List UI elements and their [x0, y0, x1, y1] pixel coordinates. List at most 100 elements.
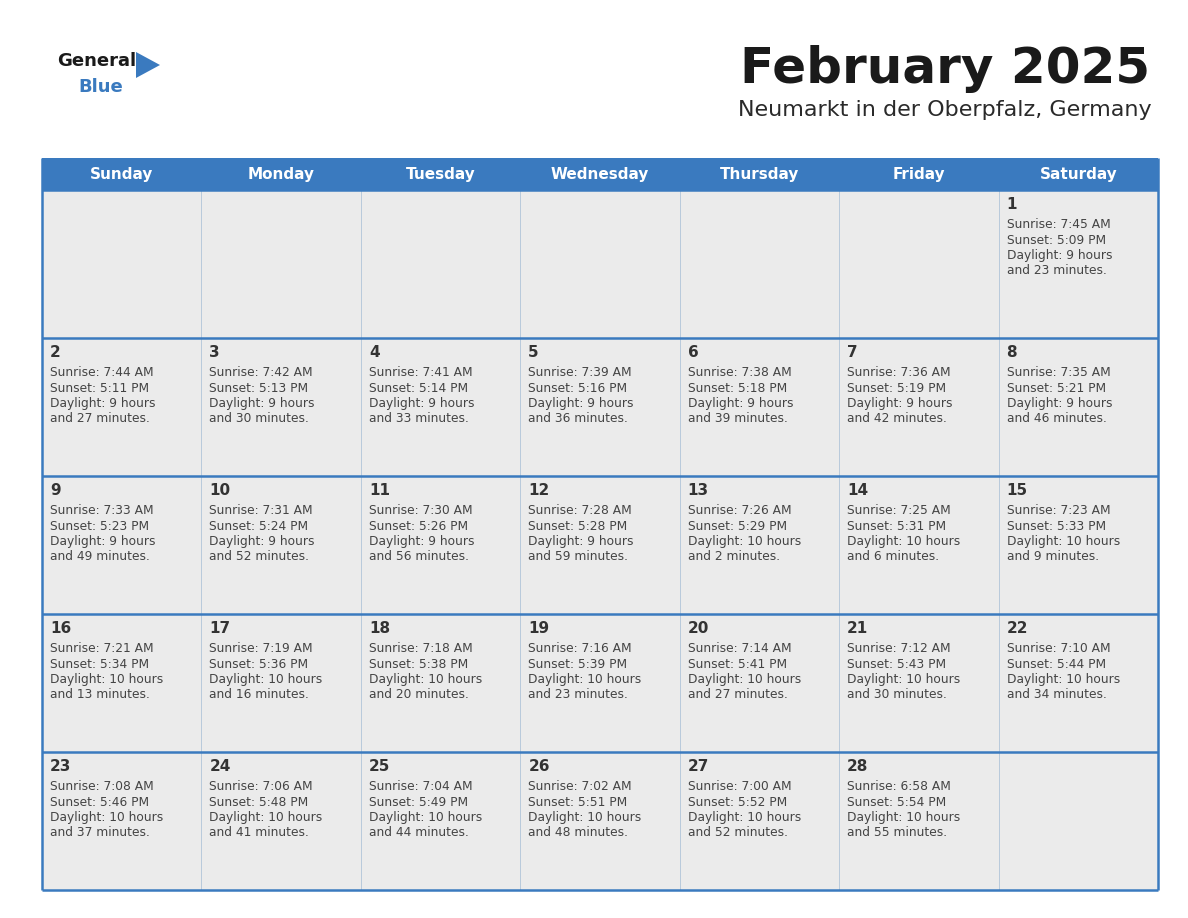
Bar [202, 614, 361, 752]
Text: Sunrise: 7:16 AM: Sunrise: 7:16 AM [529, 642, 632, 655]
Text: Sunset: 5:09 PM: Sunset: 5:09 PM [1006, 233, 1106, 247]
Text: 9: 9 [50, 483, 61, 498]
Text: Daylight: 9 hours: Daylight: 9 hours [368, 535, 474, 548]
Text: Sunset: 5:29 PM: Sunset: 5:29 PM [688, 520, 786, 532]
Text: 16: 16 [50, 621, 71, 636]
Bar [42, 476, 202, 614]
Bar [839, 338, 999, 476]
Text: Sunrise: 7:28 AM: Sunrise: 7:28 AM [529, 504, 632, 517]
Text: and 52 minutes.: and 52 minutes. [209, 551, 309, 564]
Text: Daylight: 10 hours: Daylight: 10 hours [1006, 673, 1120, 686]
Bar [680, 476, 839, 614]
Text: Daylight: 10 hours: Daylight: 10 hours [529, 811, 642, 824]
Bar [361, 614, 520, 752]
Bar [999, 338, 1158, 476]
Text: Sunset: 5:26 PM: Sunset: 5:26 PM [368, 520, 468, 532]
Bar [520, 338, 680, 476]
Text: Saturday: Saturday [1040, 166, 1117, 182]
Text: and 30 minutes.: and 30 minutes. [847, 688, 947, 701]
Text: and 30 minutes.: and 30 minutes. [209, 412, 309, 426]
Text: 8: 8 [1006, 345, 1017, 360]
Text: Sunset: 5:46 PM: Sunset: 5:46 PM [50, 796, 150, 809]
Text: Sunrise: 7:14 AM: Sunrise: 7:14 AM [688, 642, 791, 655]
Text: February 2025: February 2025 [740, 45, 1150, 93]
Text: Daylight: 10 hours: Daylight: 10 hours [847, 811, 960, 824]
Bar [202, 752, 361, 890]
Bar [680, 190, 839, 338]
Bar [42, 752, 202, 890]
Text: Thursday: Thursday [720, 166, 800, 182]
Text: Friday: Friday [892, 166, 946, 182]
Text: Sunset: 5:48 PM: Sunset: 5:48 PM [209, 796, 309, 809]
Text: 17: 17 [209, 621, 230, 636]
Text: Sunrise: 7:31 AM: Sunrise: 7:31 AM [209, 504, 314, 517]
Bar [361, 190, 520, 338]
Text: Monday: Monday [247, 166, 315, 182]
Text: Sunset: 5:14 PM: Sunset: 5:14 PM [368, 382, 468, 395]
Text: Sunset: 5:41 PM: Sunset: 5:41 PM [688, 657, 786, 670]
Text: and 52 minutes.: and 52 minutes. [688, 826, 788, 839]
Text: Daylight: 10 hours: Daylight: 10 hours [847, 673, 960, 686]
Bar [202, 338, 361, 476]
Bar [839, 476, 999, 614]
Text: and 34 minutes.: and 34 minutes. [1006, 688, 1106, 701]
Text: Daylight: 9 hours: Daylight: 9 hours [1006, 249, 1112, 262]
Text: and 37 minutes.: and 37 minutes. [50, 826, 150, 839]
Text: Daylight: 9 hours: Daylight: 9 hours [688, 397, 794, 410]
Text: 15: 15 [1006, 483, 1028, 498]
Text: Sunrise: 7:25 AM: Sunrise: 7:25 AM [847, 504, 950, 517]
Bar [999, 614, 1158, 752]
Text: and 41 minutes.: and 41 minutes. [209, 826, 309, 839]
Polygon shape [135, 52, 160, 78]
Bar [999, 476, 1158, 614]
Text: Sunrise: 7:23 AM: Sunrise: 7:23 AM [1006, 504, 1111, 517]
Text: and 13 minutes.: and 13 minutes. [50, 688, 150, 701]
Bar [839, 752, 999, 890]
Text: 6: 6 [688, 345, 699, 360]
Text: Daylight: 10 hours: Daylight: 10 hours [688, 811, 801, 824]
Text: Sunset: 5:43 PM: Sunset: 5:43 PM [847, 657, 947, 670]
Text: General: General [57, 52, 137, 70]
Text: Daylight: 10 hours: Daylight: 10 hours [368, 673, 482, 686]
Text: and 49 minutes.: and 49 minutes. [50, 551, 150, 564]
Text: Sunrise: 7:18 AM: Sunrise: 7:18 AM [368, 642, 473, 655]
Text: Tuesday: Tuesday [405, 166, 475, 182]
Text: and 20 minutes.: and 20 minutes. [368, 688, 469, 701]
Text: 3: 3 [209, 345, 220, 360]
Text: 14: 14 [847, 483, 868, 498]
Text: and 27 minutes.: and 27 minutes. [688, 688, 788, 701]
Bar [680, 614, 839, 752]
Text: Daylight: 10 hours: Daylight: 10 hours [847, 535, 960, 548]
Text: Sunset: 5:13 PM: Sunset: 5:13 PM [209, 382, 309, 395]
Text: Daylight: 10 hours: Daylight: 10 hours [368, 811, 482, 824]
Text: Sunset: 5:51 PM: Sunset: 5:51 PM [529, 796, 627, 809]
Bar [680, 752, 839, 890]
Text: 26: 26 [529, 759, 550, 774]
Text: 12: 12 [529, 483, 550, 498]
Text: Sunrise: 7:38 AM: Sunrise: 7:38 AM [688, 366, 791, 379]
Text: Daylight: 10 hours: Daylight: 10 hours [529, 673, 642, 686]
Text: Sunrise: 7:41 AM: Sunrise: 7:41 AM [368, 366, 473, 379]
Text: Daylight: 9 hours: Daylight: 9 hours [1006, 397, 1112, 410]
Text: 4: 4 [368, 345, 379, 360]
Text: and 27 minutes.: and 27 minutes. [50, 412, 150, 426]
Bar [839, 190, 999, 338]
Text: Sunset: 5:16 PM: Sunset: 5:16 PM [529, 382, 627, 395]
Text: Sunset: 5:36 PM: Sunset: 5:36 PM [209, 657, 309, 670]
Text: Sunset: 5:49 PM: Sunset: 5:49 PM [368, 796, 468, 809]
Text: 24: 24 [209, 759, 230, 774]
Text: and 2 minutes.: and 2 minutes. [688, 551, 779, 564]
Text: Daylight: 10 hours: Daylight: 10 hours [209, 673, 323, 686]
Text: 2: 2 [50, 345, 61, 360]
Bar [680, 338, 839, 476]
Bar [999, 190, 1158, 338]
Text: Daylight: 9 hours: Daylight: 9 hours [847, 397, 953, 410]
Text: and 9 minutes.: and 9 minutes. [1006, 551, 1099, 564]
Text: Daylight: 10 hours: Daylight: 10 hours [688, 673, 801, 686]
Text: Daylight: 9 hours: Daylight: 9 hours [529, 535, 633, 548]
Bar [42, 190, 202, 338]
Text: Sunrise: 7:42 AM: Sunrise: 7:42 AM [209, 366, 314, 379]
Bar [520, 614, 680, 752]
Text: Sunrise: 7:19 AM: Sunrise: 7:19 AM [209, 642, 314, 655]
Text: and 16 minutes.: and 16 minutes. [209, 688, 309, 701]
